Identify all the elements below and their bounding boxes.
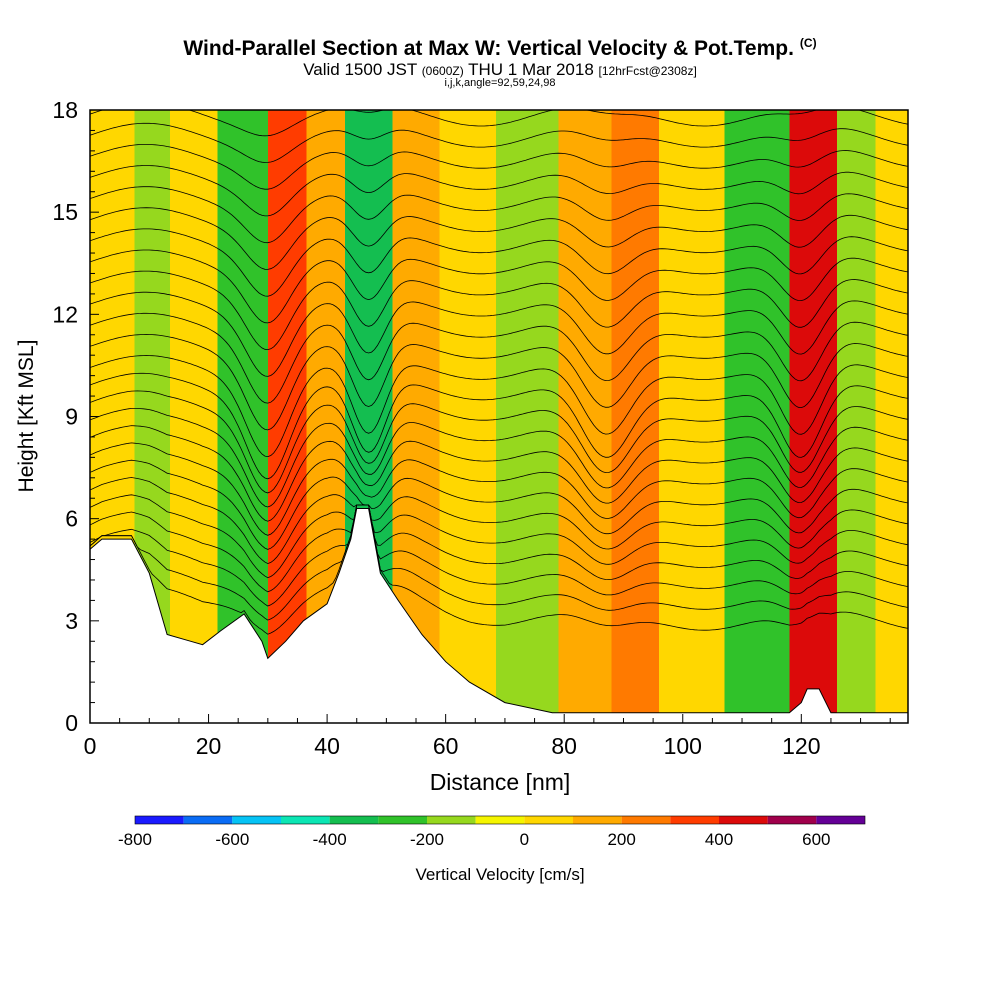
theta-contour [90,504,908,593]
theta-contour [90,425,908,522]
colorbar-frame [134,815,866,825]
colorbar-swatch [427,816,476,824]
theta-contour [90,504,908,635]
x-axis-label: Distance [nm] [430,769,571,795]
theta-contour [90,333,908,431]
colorbar-swatch [378,816,427,824]
theta-contour [90,390,908,494]
colorbar-swatch [767,816,817,824]
colorbar-tick-label: -600 [215,830,249,849]
y-tick-label: 12 [52,301,78,327]
y-tick-label: 0 [65,710,78,736]
y-tick-label: 9 [65,404,78,430]
theta-contour [90,207,908,270]
x-axis: 0 20 40 60 80 100 120 [84,714,891,759]
y-tick-label: 3 [65,608,78,634]
colorbar-tick-label: -200 [410,830,444,849]
colorbar-tick-label: -400 [313,830,347,849]
colorbar-swatch [281,816,330,824]
chart-subtitle: Valid 1500 JST (0600Z) THU 1 Mar 2018 [1… [303,60,697,79]
theta-contour [90,355,908,458]
colorbar-swatch [232,816,281,824]
terrain [90,508,908,723]
colorbar-swatch [621,816,671,824]
theta-contour [90,442,908,536]
colorbar-swatch [475,816,525,824]
x-tick-label: 20 [196,733,222,759]
colorbar-tick-label: 400 [705,830,733,849]
colorbar: -800 -600 -400 -200 0 200 400 600 [118,815,866,849]
x-tick-label: 100 [664,733,702,759]
y-axis: 0 3 6 9 12 15 18 [52,97,99,736]
x-tick-label: 0 [84,733,97,759]
y-tick-label: 6 [65,506,78,532]
theta-contour [90,228,908,297]
theta-contour [90,504,908,621]
colorbar-tick-label: 600 [802,830,830,849]
chart-title: Wind-Parallel Section at Max W: Vertical… [183,36,817,60]
theta-contour [90,270,908,351]
colorbar-swatch [719,816,768,824]
x-tick-label: 120 [782,733,820,759]
theta-contour [90,494,908,579]
theta-contour [90,249,908,324]
colorbar-swatch [573,816,622,824]
x-tick-label: 60 [433,733,459,759]
theta-contour [90,110,908,137]
velocity-field [90,110,908,723]
theta-contour [90,122,908,163]
colorbar-tick-label: 200 [607,830,635,849]
x-tick-label: 40 [314,733,340,759]
y-tick-label: 18 [52,97,78,123]
theta-contour [90,459,908,550]
colorbar-swatch [816,816,865,824]
grid-info: i,j,k,angle=92,59,24,98 [444,77,556,89]
y-axis-label: Height [Kft MSL] [15,340,38,493]
theta-contour [90,504,908,607]
colorbar-swatch [183,816,233,824]
theta-contour [90,186,908,244]
copyright-mark: (C) [799,36,817,50]
theta-contour [90,312,908,404]
colorbar-swatch [135,816,184,824]
x-tick-label: 80 [551,733,577,759]
theta-contour [90,408,908,508]
colorbar-swatch [524,816,573,824]
theta-contour [90,372,908,480]
theta-contour [90,144,908,190]
theta-contour [90,81,908,109]
colorbar-tick-label: 0 [520,830,529,849]
colorbar-label: Vertical Velocity [cm/s] [415,865,584,884]
theta-contours [90,81,908,635]
theta-contour [90,291,908,377]
colorbar-swatch [329,816,379,824]
theta-contour [90,165,908,217]
colorbar-swatch [670,816,719,824]
y-tick-label: 15 [52,199,78,225]
theta-contour [90,477,908,565]
colorbar-tick-label: -800 [118,830,152,849]
